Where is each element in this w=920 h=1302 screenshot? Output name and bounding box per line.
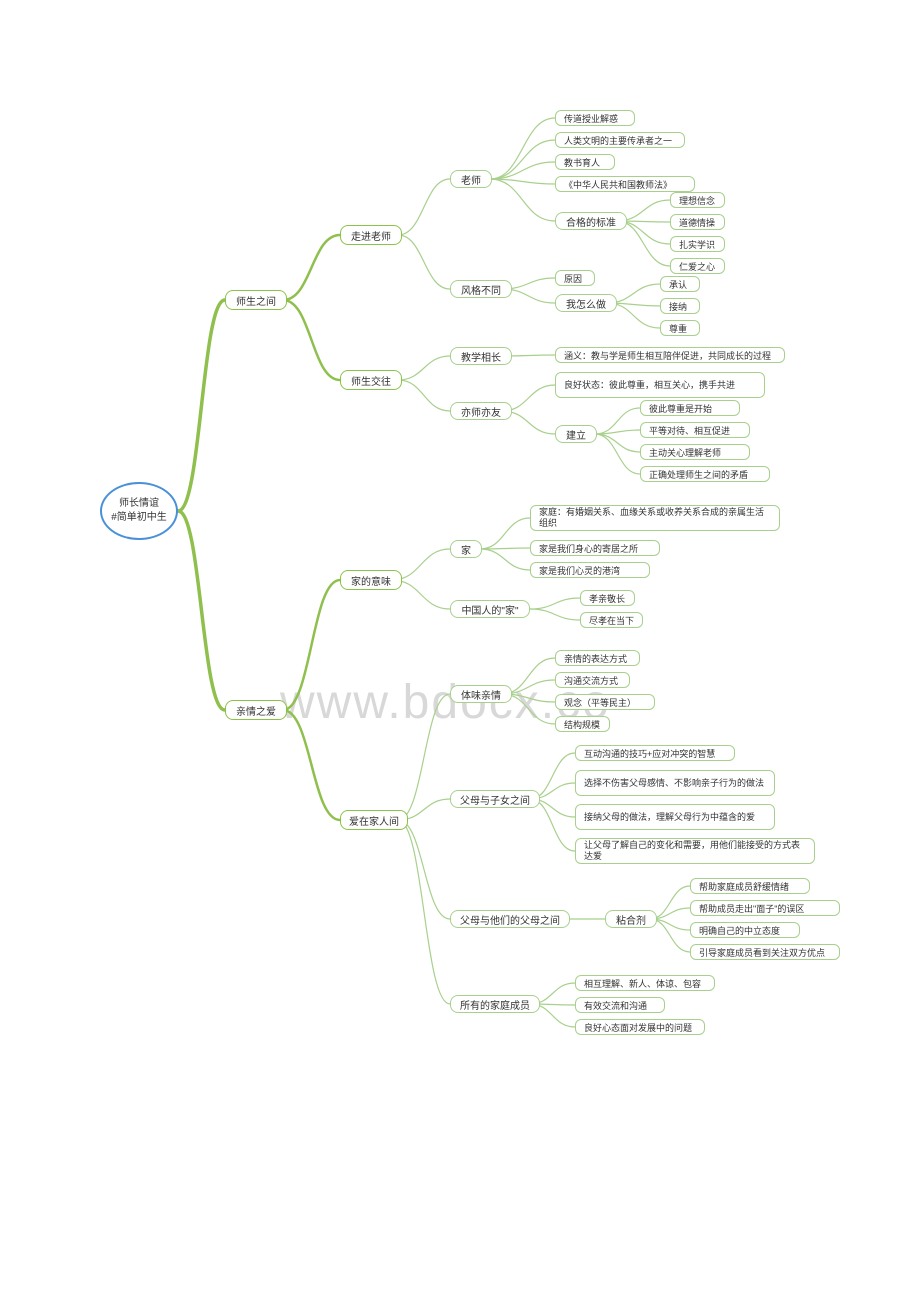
node-l38: 良好心态面对发展中的问题 xyxy=(575,1019,705,1035)
node-n1b2b: 建立 xyxy=(555,425,597,443)
node-n1b: 师生交往 xyxy=(340,370,402,390)
node-n1b2: 亦师亦友 xyxy=(450,402,512,420)
node-l30: 接纳父母的做法，理解父母行为中蕴含的爱 xyxy=(575,804,775,830)
node-n1b1: 教学相长 xyxy=(450,347,512,365)
edge-layer xyxy=(0,0,920,1302)
node-l33: 帮助成员走出"面子"的误区 xyxy=(690,900,840,916)
node-l31: 让父母了解自己的变化和需要，用他们能接受的方式表达爱 xyxy=(575,838,815,864)
node-l35: 引导家庭成员看到关注双方优点 xyxy=(690,944,840,960)
node-l17: 主动关心理解老师 xyxy=(640,444,750,460)
node-l9: 原因 xyxy=(555,270,595,286)
node-l37: 有效交流和沟通 xyxy=(575,997,665,1013)
node-n2b: 爱在家人间 xyxy=(340,810,408,830)
node-l13: 涵义：教与学是师生相互陪伴促进，共同成长的过程 xyxy=(555,347,785,363)
node-n1a1: 老师 xyxy=(450,170,492,188)
root-line-2: #简单初中生 xyxy=(111,511,167,525)
node-l11: 接纳 xyxy=(660,298,700,314)
node-l2: 人类文明的主要传承者之一 xyxy=(555,132,685,148)
node-l8: 仁爱之心 xyxy=(670,258,725,274)
node-n2b1: 体味亲情 xyxy=(450,685,512,703)
node-n2b2: 父母与子女之间 xyxy=(450,790,540,808)
node-l22: 孝亲敬长 xyxy=(580,590,635,606)
node-n2a: 家的意味 xyxy=(340,570,402,590)
root-line-1: 师长情谊 xyxy=(111,497,167,511)
node-n1a2: 风格不同 xyxy=(450,280,512,298)
node-l21: 家是我们心灵的港湾 xyxy=(530,562,650,578)
node-l10: 承认 xyxy=(660,276,700,292)
node-l5: 理想信念 xyxy=(670,192,725,208)
node-n1a2b: 我怎么做 xyxy=(555,294,617,312)
node-l25: 沟通交流方式 xyxy=(555,672,630,688)
node-l7: 扎实学识 xyxy=(670,236,725,252)
node-l28: 互动沟通的技巧+应对冲突的智慧 xyxy=(575,745,735,761)
node-n2: 亲情之爱 xyxy=(225,700,287,720)
node-n1a: 走进老师 xyxy=(340,225,402,245)
node-n2b3: 父母与他们的父母之间 xyxy=(450,910,570,928)
node-n1a1e: 合格的标准 xyxy=(555,212,627,230)
node-n2a2: 中国人的"家" xyxy=(450,600,530,618)
node-l32: 帮助家庭成员舒缓情绪 xyxy=(690,878,810,894)
node-l18: 正确处理师生之间的矛盾 xyxy=(640,466,770,482)
node-l1: 传道授业解惑 xyxy=(555,110,635,126)
node-l6: 道德情操 xyxy=(670,214,725,230)
node-l15: 彼此尊重是开始 xyxy=(640,400,740,416)
node-l4: 《中华人民共和国教师法》 xyxy=(555,176,695,192)
node-l19: 家庭：有婚姻关系、血缘关系或收养关系合成的亲属生活组织 xyxy=(530,505,780,531)
node-l23: 尽孝在当下 xyxy=(580,612,643,628)
node-l3: 教书育人 xyxy=(555,154,615,170)
node-n1: 师生之间 xyxy=(225,290,287,310)
node-l29: 选择不伤害父母感情、不影响亲子行为的做法 xyxy=(575,770,775,796)
node-n2b4: 所有的家庭成员 xyxy=(450,995,540,1013)
node-l20: 家是我们身心的寄居之所 xyxy=(530,540,660,556)
node-l27: 结构规模 xyxy=(555,716,610,732)
node-l14: 良好状态：彼此尊重，相互关心，携手共进 xyxy=(555,372,765,398)
node-n2a1: 家 xyxy=(450,540,482,558)
node-l24: 亲情的表达方式 xyxy=(555,650,640,666)
node-l12: 尊重 xyxy=(660,320,700,336)
node-l36: 相互理解、新人、体谅、包容 xyxy=(575,975,715,991)
root-node: 师长情谊 #简单初中生 xyxy=(100,482,178,540)
node-n2b3a: 粘合剂 xyxy=(605,910,657,928)
node-l26: 观念（平等民主） xyxy=(555,694,655,710)
node-l34: 明确自己的中立态度 xyxy=(690,922,800,938)
node-l16: 平等对待、相互促进 xyxy=(640,422,750,438)
